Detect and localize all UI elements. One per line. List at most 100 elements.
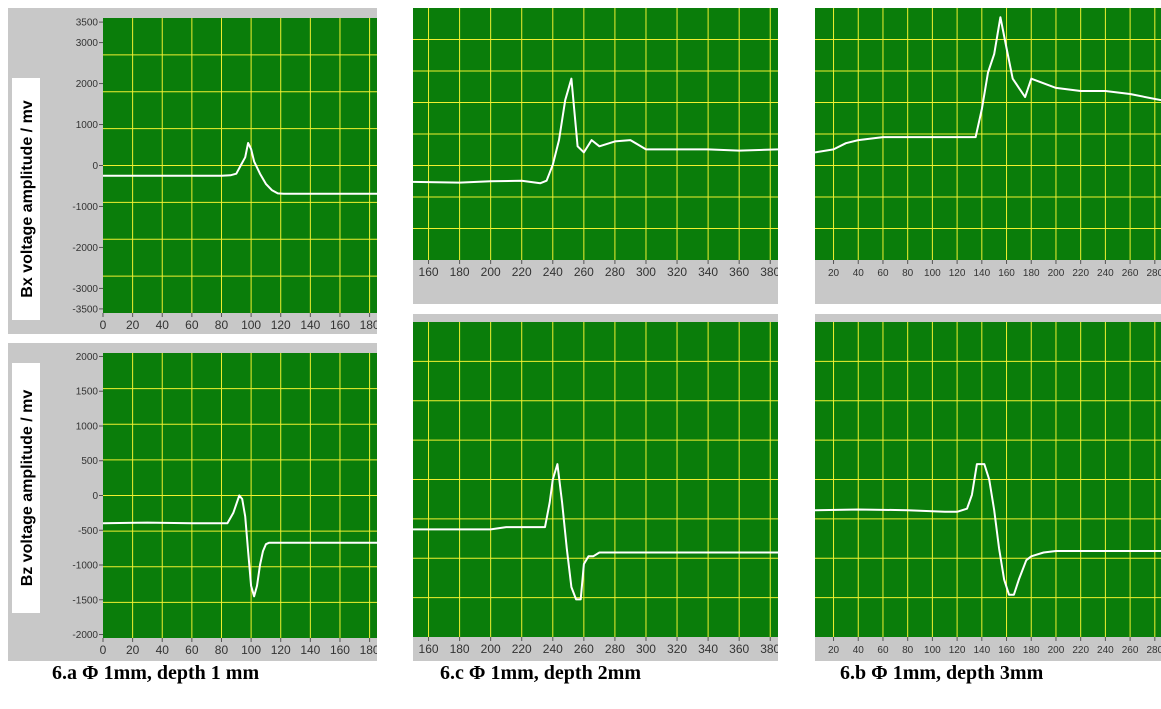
x-tick-label: 180 (450, 642, 470, 656)
y-axis-label: Bx voltage amplitude / mv (19, 100, 36, 297)
x-tick-label: 180 (1023, 645, 1040, 656)
x-tick-label: 160 (330, 643, 350, 657)
x-tick-label: 160 (419, 642, 439, 656)
x-tick-label: 0 (100, 318, 107, 332)
x-tick-label: 340 (698, 642, 718, 656)
y-tick-label: -1000 (72, 561, 98, 572)
y-tick-label: -1500 (72, 595, 98, 606)
series-line-b-bz (815, 463, 1161, 596)
x-tick-label: 60 (877, 645, 889, 656)
y-tick-label: -3000 (72, 284, 98, 295)
x-tick-label: 100 (241, 318, 261, 332)
x-tick-label: 140 (973, 645, 990, 656)
x-tick-label: 380 (760, 642, 778, 656)
x-tick-label: 60 (877, 268, 889, 279)
x-tick-label: 60 (185, 643, 199, 657)
x-tick-label: 40 (156, 643, 170, 657)
x-tick-label: 0 (100, 643, 107, 657)
x-tick-label: 260 (1122, 645, 1139, 656)
x-tick-label: 40 (156, 318, 170, 332)
x-tick-label: 120 (271, 318, 291, 332)
y-tick-label: 500 (81, 456, 98, 467)
x-tick-label: 280 (605, 265, 625, 279)
y-tick-label: 1000 (76, 421, 99, 432)
y-tick-label: 3500 (76, 18, 99, 29)
y-axis-title: Bz voltage amplitude / mv (12, 363, 40, 613)
chart-a-bz: Bz voltage amplitude / mv 0 20 40 60 80 100 12… (8, 343, 377, 661)
x-tick-label: 240 (1097, 268, 1114, 279)
chart-b-bx: 20 40 60 80 100 120 140 160 180 200 220 240 260 280 (815, 8, 1161, 304)
series-line-a-bx (103, 142, 377, 195)
y-axis-title: Bx voltage amplitude / mv (12, 78, 40, 320)
x-tick-label: 240 (1097, 645, 1114, 656)
x-tick-label: 280 (1146, 645, 1161, 656)
y-tick-label: -2000 (72, 630, 98, 641)
x-tick-label: 200 (481, 642, 501, 656)
x-tick-label: 20 (828, 268, 840, 279)
x-tick-label: 20 (828, 645, 840, 656)
x-tick-label: 300 (636, 265, 656, 279)
x-tick-label: 140 (973, 268, 990, 279)
x-tick-label: 360 (729, 265, 749, 279)
series-line-c-bz (413, 463, 778, 601)
x-tick-label: 200 (481, 265, 501, 279)
x-tick-label: 100 (924, 645, 941, 656)
x-tick-label: 80 (902, 645, 914, 656)
x-tick-label: 220 (1072, 645, 1089, 656)
x-tick-label: 380 (760, 265, 778, 279)
x-tick-label: 220 (512, 265, 532, 279)
x-tick-label: 200 (1048, 645, 1065, 656)
x-tick-label: 160 (998, 268, 1015, 279)
y-tick-label: 2000 (76, 352, 99, 363)
x-tick-label: 180 (1023, 268, 1040, 279)
x-tick-label: 260 (574, 642, 594, 656)
series-line-c-bx (413, 77, 778, 185)
x-tick-label: 160 (998, 645, 1015, 656)
x-tick-label: 180 (450, 265, 470, 279)
chart-a-bx: Bx voltage amplitude / mv 0 20 40 60 80 100 12… (8, 8, 377, 334)
chart-c-bz: 160 180 200 220 240 260 280 300 320 340 360 380 (413, 314, 778, 661)
caption-b: 6.b Φ 1mm, depth 3mm (840, 662, 1044, 684)
x-tick-label: 160 (330, 318, 350, 332)
x-tick-label: 80 (902, 268, 914, 279)
x-tick-label: 60 (185, 318, 199, 332)
y-tick-label: -3500 (72, 304, 98, 315)
y-tick-label: -1000 (72, 202, 98, 213)
chart-b-bz: 20 40 60 80 100 120 140 160 180 200 220 240 260 280 (815, 314, 1161, 661)
series-line-b-bx (815, 16, 1161, 154)
x-tick-label: 320 (667, 642, 687, 656)
y-tick-label: -500 (78, 526, 98, 537)
x-tick-label: 280 (1146, 268, 1161, 279)
y-tick-label: 0 (92, 161, 98, 172)
x-tick-label: 360 (729, 642, 749, 656)
x-tick-label: 80 (215, 318, 229, 332)
x-tick-label: 140 (300, 318, 320, 332)
x-tick-label: 260 (574, 265, 594, 279)
x-tick-label: 100 (924, 268, 941, 279)
x-tick-label: 100 (241, 643, 261, 657)
x-tick-label: 300 (636, 642, 656, 656)
y-tick-label: 3000 (76, 38, 99, 49)
x-tick-label: 120 (949, 645, 966, 656)
chart-c-bx: 160 180 200 220 240 260 280 300 320 340 360 380 (413, 8, 778, 304)
y-tick-label: 2000 (76, 79, 99, 90)
x-tick-label: 220 (512, 642, 532, 656)
x-tick-label: 160 (419, 265, 439, 279)
x-tick-label: 280 (605, 642, 625, 656)
x-tick-label: 20 (126, 643, 140, 657)
x-tick-label: 40 (853, 645, 865, 656)
x-tick-label: 40 (853, 268, 865, 279)
x-tick-label: 180 (360, 318, 377, 332)
caption-a: 6.a Φ 1mm, depth 1 mm (52, 662, 260, 684)
x-tick-label: 240 (543, 265, 563, 279)
y-tick-label: 1500 (76, 387, 99, 398)
y-tick-label: 0 (92, 491, 98, 502)
y-tick-label: -2000 (72, 243, 98, 254)
caption-c: 6.c Φ 1mm, depth 2mm (440, 662, 642, 684)
x-tick-label: 80 (215, 643, 229, 657)
x-tick-label: 120 (271, 643, 291, 657)
y-tick-label: 1000 (76, 120, 99, 131)
x-tick-label: 240 (543, 642, 563, 656)
x-tick-label: 220 (1072, 268, 1089, 279)
x-tick-label: 120 (949, 268, 966, 279)
